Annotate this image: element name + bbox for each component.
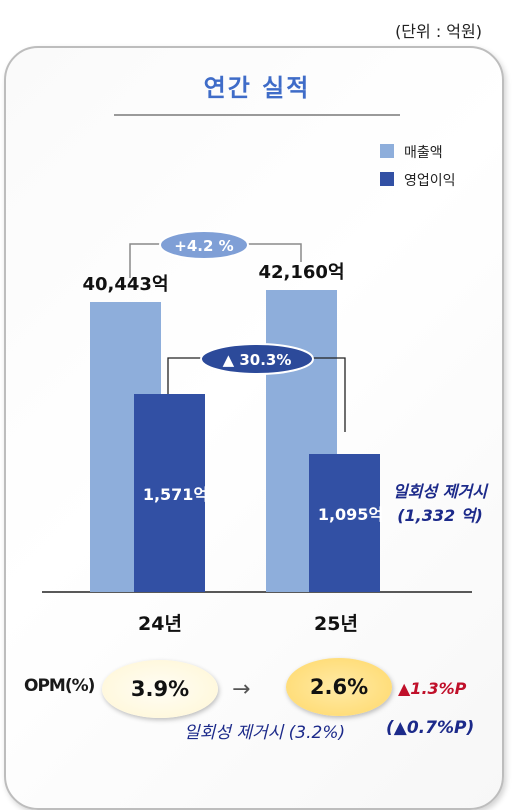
op-income-change-badge: [200, 343, 314, 375]
revenue-growth-badge: [159, 230, 249, 260]
opm-one-off-delta: (▲0.7%P): [386, 718, 475, 738]
data-label-op-income-1: 1,571억: [143, 485, 208, 504]
one-off-note-label: 일회성 제거시: [393, 482, 489, 501]
category-label-2: 25년: [314, 613, 358, 635]
revenue-growth-text: +4.2 %: [174, 237, 233, 255]
bar-chart: 40,443억 42,160억 1,571억 1,095억 24년 25년 +4.2 % ▲ …: [42, 230, 489, 635]
bar-op-income-1: [134, 394, 205, 592]
data-label-revenue-1: 40,443억: [82, 274, 168, 295]
data-label-op-income-2: 1,095억: [318, 505, 383, 524]
one-off-note-value: (1,332 억): [397, 506, 483, 525]
category-label-1: 24년: [138, 613, 182, 635]
opm-delta: ▲1.3%P: [398, 679, 467, 698]
legend-swatch-op-income: [380, 172, 394, 186]
arrow-right-icon: →: [232, 677, 251, 702]
opm-curr-badge: 2.6%: [286, 658, 392, 716]
op-income-change-text: ▲ 30.3%: [223, 351, 292, 369]
opm-label: OPM(%): [24, 676, 95, 696]
bar-op-income-2: [309, 454, 380, 592]
legend-label-revenue: 매출액: [404, 145, 443, 161]
chart-title: 연간 실적: [203, 74, 311, 102]
title-underline: [114, 114, 400, 116]
unit-note: (단위 : 억원): [395, 22, 482, 41]
legend-label-op-income: 영업이익: [404, 173, 456, 189]
legend-swatch-revenue: [380, 144, 394, 158]
data-label-revenue-2: 42,160억: [258, 262, 344, 283]
opm-one-off-note: 일회성 제거시 (3.2%): [184, 723, 346, 743]
opm-prev-badge: 3.9%: [102, 660, 218, 718]
chart-panel: [4, 46, 504, 810]
